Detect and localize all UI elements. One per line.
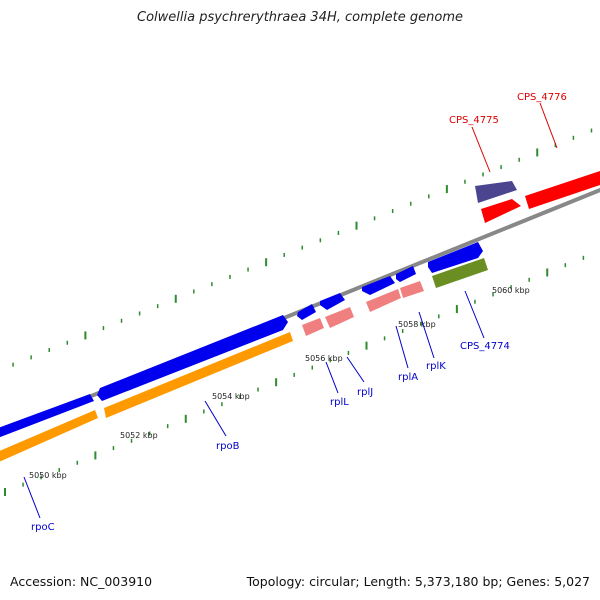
kbp-labels: 5050 kbp 5052 kbp 5054 kbp 5056 kbp 5058… (29, 286, 530, 480)
kbp-label-5058: 5058 kbp (398, 320, 436, 329)
gene-label-rpoC[interactable]: rpoC (31, 522, 55, 533)
gene-rplL-bar[interactable] (302, 318, 324, 336)
gene-rpoC-cds[interactable] (0, 394, 94, 441)
callout-rplK (418, 311, 435, 359)
gene-CPS_4775-bar[interactable] (475, 181, 517, 203)
gene-rpoB-cds[interactable] (97, 315, 288, 401)
callout-CPS_4775 (471, 126, 491, 173)
kbp-label-5060: 5060 kbp (492, 286, 530, 295)
gene-label-rplK[interactable]: rplK (426, 361, 446, 372)
callout-rplJ (346, 356, 365, 383)
gene-callouts (23, 102, 558, 519)
gene-rplL-cds[interactable] (297, 304, 316, 320)
callout-CPS_4776 (539, 102, 558, 149)
map-title: Colwellia psychrerythraea 34H, complete … (137, 10, 463, 25)
gene-label-CPS_4775[interactable]: CPS_4775 (449, 115, 499, 126)
gene-rplK-bar[interactable] (400, 281, 424, 298)
cds-track-forward (0, 242, 483, 441)
gene-track (0, 258, 488, 466)
callout-rpoC (23, 476, 41, 519)
outer-tick-ring (12, 128, 593, 367)
gene-rplA-cds[interactable] (362, 276, 395, 295)
gene-label-rplA[interactable]: rplA (398, 372, 418, 383)
gene-labels: rpoC rpoB rplL rplJ rplA rplK CPS_4774 C… (31, 92, 567, 533)
inner-tick-ring (4, 255, 585, 496)
kbp-label-5050: 5050 kbp (29, 471, 67, 480)
gene-CPS_4774-cds[interactable] (428, 242, 483, 273)
gene-label-rpoB[interactable]: rpoB (216, 441, 240, 452)
accession-text: Accession: NC_003910 (10, 574, 153, 589)
gene-label-rplJ[interactable]: rplJ (357, 387, 373, 398)
gene-rplJ-cds[interactable] (320, 293, 345, 310)
gene-CPS_4776-cds[interactable] (525, 171, 600, 209)
gene-rpoB-bar[interactable] (104, 332, 293, 418)
gene-CPS_4775-cds[interactable] (481, 199, 521, 223)
genome-summary-text: Topology: circular; Length: 5,373,180 bp… (246, 574, 590, 589)
callout-rplL (325, 361, 339, 394)
gene-rplA-bar[interactable] (366, 289, 401, 312)
gene-rpoC-bar[interactable] (0, 410, 98, 466)
callout-rplA (395, 325, 409, 369)
gene-label-rplL[interactable]: rplL (330, 397, 349, 408)
gene-label-CPS_4776[interactable]: CPS_4776 (517, 92, 567, 103)
callout-CPS_4774 (464, 290, 485, 339)
kbp-label-5052: 5052 kbp (120, 431, 158, 440)
gene-rplK-cds[interactable] (396, 266, 416, 282)
kbp-label-5054: 5054 kbp (212, 392, 250, 401)
gene-rplJ-bar[interactable] (325, 307, 354, 328)
gene-label-CPS_4774[interactable]: CPS_4774 (460, 341, 510, 352)
kbp-label-5056: 5056 kbp (305, 354, 343, 363)
callout-rpoB (204, 400, 227, 437)
gene-CPS_4774-bar[interactable] (432, 258, 488, 288)
